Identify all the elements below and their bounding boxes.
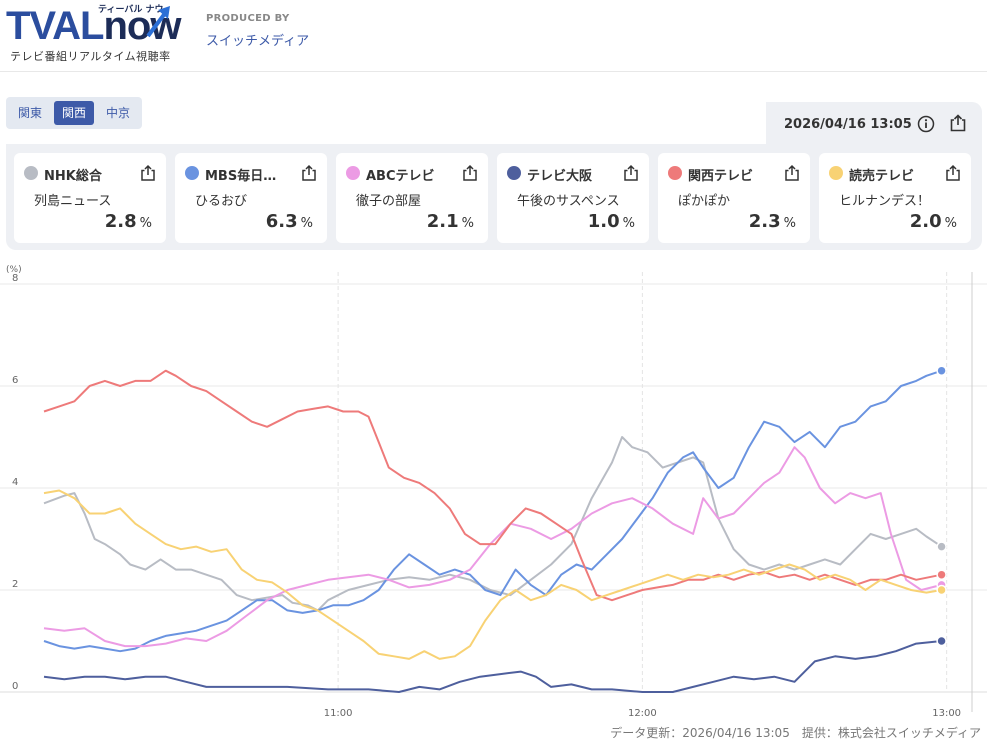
rating-unit: % bbox=[944, 216, 957, 231]
y-tick-label: 8 bbox=[12, 273, 18, 284]
rating-value: 2.1% bbox=[427, 211, 474, 232]
program-title: 列島ニュース bbox=[34, 194, 112, 209]
rating-unit: % bbox=[622, 216, 635, 231]
channel-color-dot bbox=[829, 166, 843, 180]
logo-subtitle: テレビ番組リアルタイム視聴率 bbox=[10, 50, 171, 63]
rating-number: 2.3 bbox=[748, 211, 781, 232]
channel-name: NHK総合 bbox=[44, 169, 102, 184]
x-tick-label: 13:00 bbox=[932, 708, 961, 719]
channel-name: MBS毎日放送 bbox=[205, 169, 283, 184]
y-tick-label: 6 bbox=[12, 375, 18, 386]
info-icon[interactable] bbox=[917, 115, 935, 133]
produced-by-label: PRODUCED BY bbox=[206, 13, 290, 24]
tab-kansai[interactable]: 関西 bbox=[54, 101, 94, 125]
rating-number: 6.3 bbox=[265, 211, 298, 232]
rating-unit: % bbox=[461, 216, 474, 231]
tab-chukyo[interactable]: 中京 bbox=[105, 106, 130, 120]
rating-unit: % bbox=[783, 216, 796, 231]
series-line bbox=[43, 369, 942, 602]
channel-name: ABCテレビ bbox=[366, 169, 435, 184]
channel-card[interactable]: ABCテレビ徹子の部屋 2.1% bbox=[336, 153, 488, 243]
channel-name: テレビ大阪 bbox=[527, 169, 593, 184]
program-title: 午後のサスペンス bbox=[517, 194, 620, 209]
region-tabs: 関東 関西 中京 bbox=[6, 97, 142, 129]
series-line bbox=[43, 446, 942, 648]
program-title: ヒルナンデス！ bbox=[839, 194, 931, 209]
series-end-marker[interactable] bbox=[936, 365, 947, 376]
share-icon[interactable] bbox=[139, 164, 157, 182]
arrow-up-icon bbox=[146, 6, 170, 38]
channel-name: 関西テレビ bbox=[688, 169, 754, 184]
channel-name: 読売テレビ bbox=[849, 169, 915, 184]
update-timestamp: 2026/04/16 13:05 bbox=[784, 117, 912, 132]
series-end-marker[interactable] bbox=[936, 569, 947, 580]
channel-card[interactable]: MBS毎日放送ひるおび 6.3% bbox=[175, 153, 327, 243]
x-tick-label: 12:00 bbox=[628, 708, 657, 719]
rating-value: 2.0% bbox=[910, 211, 957, 232]
channel-color-dot bbox=[507, 166, 521, 180]
program-title: ぽかぽか bbox=[678, 194, 731, 209]
series-end-marker[interactable] bbox=[936, 584, 947, 596]
tvalnow-logo[interactable]: TVALnow ティーバル ナウ テレビ番組リアルタイム視聴率 bbox=[6, 2, 181, 66]
series-line bbox=[43, 369, 942, 653]
series-end-marker[interactable] bbox=[936, 541, 947, 552]
y-axis-unit: (%) bbox=[6, 265, 22, 275]
footer-credit: データ更新：2026/04/16 13:05 提供：株式会社スイッチメディア bbox=[610, 726, 981, 740]
producer-link[interactable]: スイッチメディア bbox=[206, 34, 310, 49]
channel-color-dot bbox=[24, 166, 38, 180]
rating-number: 2.0 bbox=[909, 211, 942, 232]
ratings-line-chart: 0 2 4 6 8(%) 11:00 12:00 13:00 bbox=[0, 265, 987, 719]
series-line bbox=[43, 489, 942, 660]
share-icon[interactable] bbox=[783, 164, 801, 182]
share-icon[interactable] bbox=[948, 113, 968, 133]
x-tick-label: 11:00 bbox=[324, 708, 353, 719]
rating-number: 2.1 bbox=[426, 211, 459, 232]
y-tick-label: 4 bbox=[12, 477, 18, 488]
rating-number: 2.8 bbox=[104, 211, 137, 232]
series-end-marker[interactable] bbox=[936, 635, 947, 647]
channel-color-dot bbox=[668, 166, 682, 180]
share-icon[interactable] bbox=[944, 164, 962, 182]
rating-value: 1.0% bbox=[588, 211, 635, 232]
rating-number: 1.0 bbox=[587, 211, 620, 232]
rating-value: 2.8% bbox=[105, 211, 152, 232]
share-icon[interactable] bbox=[300, 164, 318, 182]
channel-card[interactable]: NHK総合列島ニュース 2.8% bbox=[14, 153, 166, 243]
logo-tval: TVAL bbox=[6, 4, 104, 48]
channel-card[interactable]: 読売テレビヒルナンデス！ 2.0% bbox=[819, 153, 971, 243]
channel-color-dot bbox=[346, 166, 360, 180]
tab-kanto[interactable]: 関東 bbox=[17, 106, 42, 120]
channel-card[interactable]: 関西テレビぽかぽか 2.3% bbox=[658, 153, 810, 243]
rating-value: 2.3% bbox=[749, 211, 796, 232]
channel-color-dot bbox=[185, 166, 199, 180]
y-tick-label: 2 bbox=[12, 579, 18, 590]
rating-value: 6.3% bbox=[266, 211, 313, 232]
share-icon[interactable] bbox=[461, 164, 479, 182]
logo-ruby: ティーバル ナウ bbox=[98, 5, 164, 15]
share-icon[interactable] bbox=[622, 164, 640, 182]
y-tick-label: 0 bbox=[12, 681, 18, 692]
rating-unit: % bbox=[300, 216, 313, 231]
rating-unit: % bbox=[139, 216, 152, 231]
header: TVALnow ティーバル ナウ テレビ番組リアルタイム視聴率 PRODUCED… bbox=[0, 0, 987, 72]
program-title: 徹子の部屋 bbox=[356, 194, 422, 209]
channel-card[interactable]: テレビ大阪午後のサスペンス 1.0% bbox=[497, 153, 649, 243]
series-line bbox=[43, 640, 942, 693]
program-title: ひるおび bbox=[195, 194, 248, 209]
